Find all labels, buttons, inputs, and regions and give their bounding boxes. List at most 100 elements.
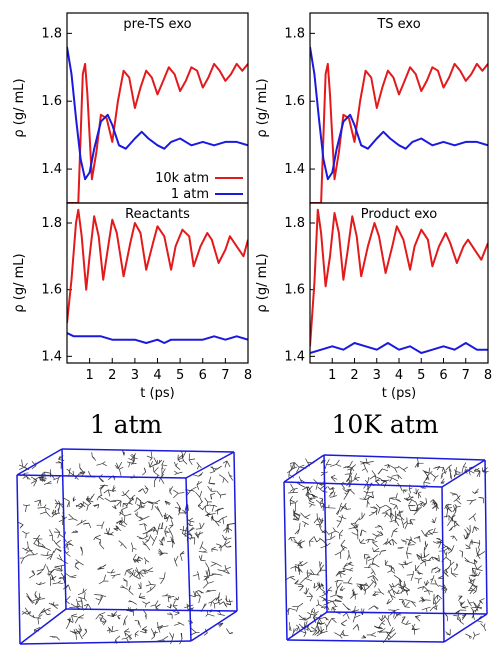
molecule bbox=[96, 494, 104, 501]
molecule bbox=[38, 608, 45, 617]
molecule bbox=[469, 541, 476, 547]
molecule bbox=[400, 518, 408, 528]
molecule bbox=[135, 572, 146, 578]
molecule bbox=[130, 455, 138, 465]
molecule bbox=[109, 625, 119, 633]
molecule bbox=[305, 486, 309, 496]
molecule bbox=[385, 512, 393, 521]
molecule bbox=[173, 470, 183, 475]
molecule bbox=[401, 620, 411, 625]
molecule bbox=[33, 537, 43, 546]
molecule bbox=[303, 587, 310, 595]
molecule bbox=[408, 484, 413, 494]
molecule bbox=[469, 586, 478, 594]
molecule bbox=[445, 629, 451, 636]
molecule bbox=[164, 500, 171, 506]
molecule bbox=[342, 567, 354, 572]
molecule bbox=[146, 451, 153, 461]
molecule bbox=[167, 612, 173, 619]
box-edge bbox=[286, 639, 445, 643]
molecule bbox=[76, 519, 87, 526]
molecule bbox=[211, 573, 223, 576]
molecule bbox=[172, 600, 178, 610]
y-tick-label: 1.6 bbox=[41, 94, 62, 109]
molecule bbox=[441, 588, 448, 594]
molecule bbox=[93, 504, 100, 509]
molecule bbox=[340, 539, 348, 551]
molecule bbox=[405, 536, 417, 544]
molecule bbox=[64, 572, 77, 579]
molecule bbox=[372, 538, 378, 548]
molecule bbox=[40, 551, 53, 556]
molecule bbox=[51, 603, 59, 606]
molecule bbox=[159, 552, 168, 556]
molecule bbox=[374, 625, 383, 630]
molecule bbox=[173, 489, 185, 499]
molecule bbox=[290, 483, 298, 492]
molecule bbox=[390, 582, 399, 588]
molecule bbox=[307, 491, 316, 497]
molecule bbox=[288, 536, 296, 542]
molecule bbox=[387, 476, 399, 482]
molecule bbox=[339, 502, 347, 512]
molecule bbox=[192, 472, 204, 477]
molecule bbox=[69, 628, 77, 640]
molecule bbox=[36, 593, 45, 604]
molecule bbox=[317, 622, 326, 625]
molecule bbox=[74, 561, 80, 570]
molecule bbox=[119, 511, 132, 522]
molecule bbox=[330, 474, 338, 482]
molecule bbox=[124, 628, 131, 637]
molecule bbox=[78, 624, 82, 633]
y-axis-label: ρ (g/ mL) bbox=[255, 78, 270, 137]
molecule bbox=[334, 547, 345, 559]
molecule bbox=[216, 491, 227, 499]
molecule bbox=[22, 475, 31, 480]
molecule bbox=[196, 480, 203, 490]
molecule bbox=[184, 604, 194, 609]
molecule bbox=[28, 597, 34, 604]
molecule bbox=[115, 466, 124, 476]
molecule bbox=[430, 472, 439, 482]
simulation-box-10k-atm bbox=[283, 454, 489, 644]
molecule bbox=[328, 487, 335, 497]
molecule bbox=[161, 467, 166, 479]
molecule bbox=[426, 471, 433, 481]
molecule bbox=[289, 496, 295, 506]
x-tick-label: 3 bbox=[373, 368, 381, 383]
molecule bbox=[159, 572, 166, 584]
molecule bbox=[54, 499, 64, 509]
x-tick-label: 8 bbox=[484, 368, 492, 383]
molecule bbox=[311, 607, 315, 614]
x-tick-label: 7 bbox=[221, 368, 229, 383]
molecule bbox=[360, 608, 365, 615]
molecule bbox=[210, 493, 215, 500]
molecule bbox=[472, 631, 480, 640]
molecule bbox=[205, 589, 217, 593]
molecule bbox=[302, 486, 312, 493]
molecule bbox=[431, 517, 437, 524]
molecule bbox=[161, 522, 164, 529]
panel-title: Product exo bbox=[361, 207, 438, 222]
molecule bbox=[326, 586, 333, 596]
box-edge bbox=[323, 454, 486, 461]
molecule bbox=[190, 627, 200, 636]
molecule bbox=[423, 580, 430, 586]
molecule bbox=[52, 580, 64, 585]
y-tick-label: 1.8 bbox=[284, 26, 305, 41]
molecule bbox=[288, 489, 299, 494]
molecule bbox=[75, 628, 83, 640]
molecule bbox=[311, 494, 319, 500]
molecule-cloud-1atm bbox=[17, 449, 235, 645]
molecule bbox=[388, 497, 396, 503]
molecule bbox=[53, 527, 61, 539]
molecule bbox=[119, 506, 129, 516]
chart-panel-4: 1.4 1.6 1.8 1 2 3 4 5 6 7 8 ρ (g/ mL) t (ps) Product … bbox=[255, 202, 492, 401]
x-axis-label: t (ps) bbox=[382, 386, 416, 401]
molecule bbox=[414, 614, 421, 622]
box-edge bbox=[65, 608, 238, 612]
molecule bbox=[28, 614, 39, 619]
molecule bbox=[127, 569, 134, 578]
molecule bbox=[169, 520, 174, 529]
molecule bbox=[353, 523, 359, 529]
